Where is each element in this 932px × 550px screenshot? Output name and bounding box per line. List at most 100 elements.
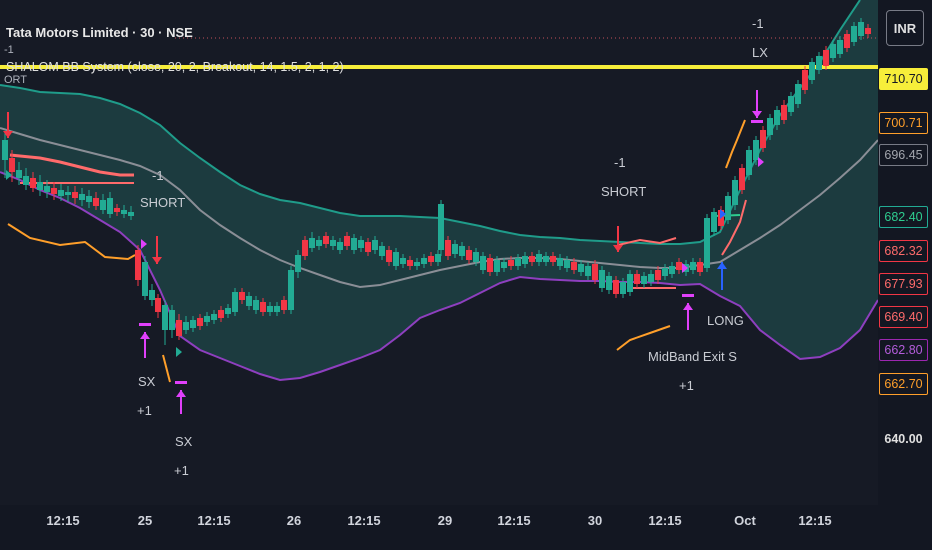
candle-body (435, 254, 441, 262)
header-signal-fragment: ORT (4, 74, 28, 86)
candle-body (337, 242, 343, 250)
candle-body (379, 246, 385, 256)
long-label: LONG (707, 313, 744, 328)
candle-body (543, 256, 549, 262)
sx-qty-2: +1 (174, 463, 189, 478)
header-qty: -1 (4, 44, 14, 56)
exit-bar (139, 323, 151, 326)
candle-body (830, 44, 836, 58)
candle-body (23, 176, 29, 185)
candle-body (302, 240, 308, 256)
candle-body (295, 255, 301, 272)
price-label: 682.32 (879, 240, 928, 262)
candle-body (190, 320, 196, 328)
candle-body (100, 200, 106, 210)
candle-body (627, 274, 633, 292)
candle-body (351, 238, 357, 250)
candle-body (37, 182, 43, 190)
candle-body (142, 262, 148, 296)
candle-body (86, 196, 92, 202)
signal-triangle-2 (176, 347, 182, 357)
short-left-label: SHORT (140, 195, 186, 210)
price-label: 640.00 (884, 432, 923, 446)
price-label: 662.80 (879, 339, 928, 361)
short-left-qty: -1 (152, 168, 164, 183)
candle-body (564, 260, 570, 268)
candle-body (253, 300, 259, 310)
candle-body (445, 240, 451, 256)
candle-body (267, 306, 273, 312)
time-label: 30 (587, 513, 603, 528)
time-label: 26 (286, 513, 302, 528)
candle-body (407, 260, 413, 266)
sx-label-1: SX (138, 374, 156, 389)
candle-body (58, 190, 64, 196)
candle-body (739, 168, 745, 190)
candle-body (9, 158, 15, 172)
candle-body (197, 318, 203, 326)
candle-body (704, 218, 710, 268)
candle-body (459, 246, 465, 256)
candle-body (641, 276, 647, 284)
candle-body (466, 250, 472, 260)
chart-pane[interactable]: Tata Motors Limited · 30 · NSE -1 SHALOM… (0, 0, 878, 505)
candle-body (281, 300, 287, 310)
short-mid-label: SHORT (601, 184, 647, 199)
candle-body (746, 150, 752, 175)
sx-exit-arrow-2-head (176, 390, 186, 397)
candle-body (239, 292, 245, 300)
candle-body (613, 280, 619, 294)
candle-body (183, 322, 189, 330)
price-chart-canvas[interactable] (0, 0, 878, 505)
signal-triangle (141, 239, 147, 249)
candle-body (323, 236, 329, 244)
candle-body (452, 244, 458, 254)
time-label: 12:15 (798, 513, 832, 528)
long-entry-arrow-head (717, 262, 727, 269)
exit-bar-2 (175, 381, 187, 384)
upper-band-line (0, 0, 861, 245)
candle-body (774, 110, 780, 125)
candle-body (393, 252, 399, 266)
lx-exit-arrow-head (752, 111, 762, 118)
lx-label: LX (752, 45, 768, 60)
bollinger-band-fill (0, 0, 878, 380)
exit-bar-3 (682, 294, 694, 297)
candle-body (508, 260, 514, 266)
candle-body (767, 118, 773, 135)
candle-body (648, 274, 654, 282)
candle-body (2, 140, 8, 160)
sx-label-2: SX (175, 434, 193, 449)
candle-body (65, 192, 71, 195)
red-stop-line-1 (9, 153, 134, 177)
candle-body (30, 178, 36, 188)
red-stop-line-3 (617, 237, 677, 246)
candle-body (232, 292, 238, 312)
time-label: 12:15 (46, 513, 80, 528)
time-axis[interactable] (0, 505, 878, 550)
short-entry-arrow-3-head (613, 245, 623, 252)
candle-body (400, 258, 406, 264)
indicator-title[interactable]: SHALOM BB System (close, 20, 2, Breakout… (6, 60, 344, 74)
currency-button[interactable]: INR (886, 10, 924, 46)
price-label: 710.70 (879, 68, 928, 90)
midband-exit-label: MidBand Exit S (648, 349, 737, 364)
candle-body (487, 258, 493, 272)
signal-triangle-5 (758, 157, 764, 167)
short-mid-qty: -1 (614, 155, 626, 170)
candle-body (121, 210, 127, 214)
candle-body (865, 28, 871, 34)
price-label: 700.71 (879, 112, 928, 134)
time-label: 12:15 (197, 513, 231, 528)
symbol-title[interactable]: Tata Motors Limited · 30 · NSE (6, 25, 193, 40)
candle-body (16, 170, 22, 178)
candle-body (606, 276, 612, 290)
price-label: 682.40 (879, 206, 928, 228)
candle-body (522, 256, 528, 264)
midband-exit-qty: +1 (679, 378, 694, 393)
price-label: 677.93 (879, 273, 928, 295)
candle-body (44, 186, 50, 192)
time-label: 29 (437, 513, 453, 528)
candle-body (725, 196, 731, 220)
candle-body (599, 270, 605, 288)
